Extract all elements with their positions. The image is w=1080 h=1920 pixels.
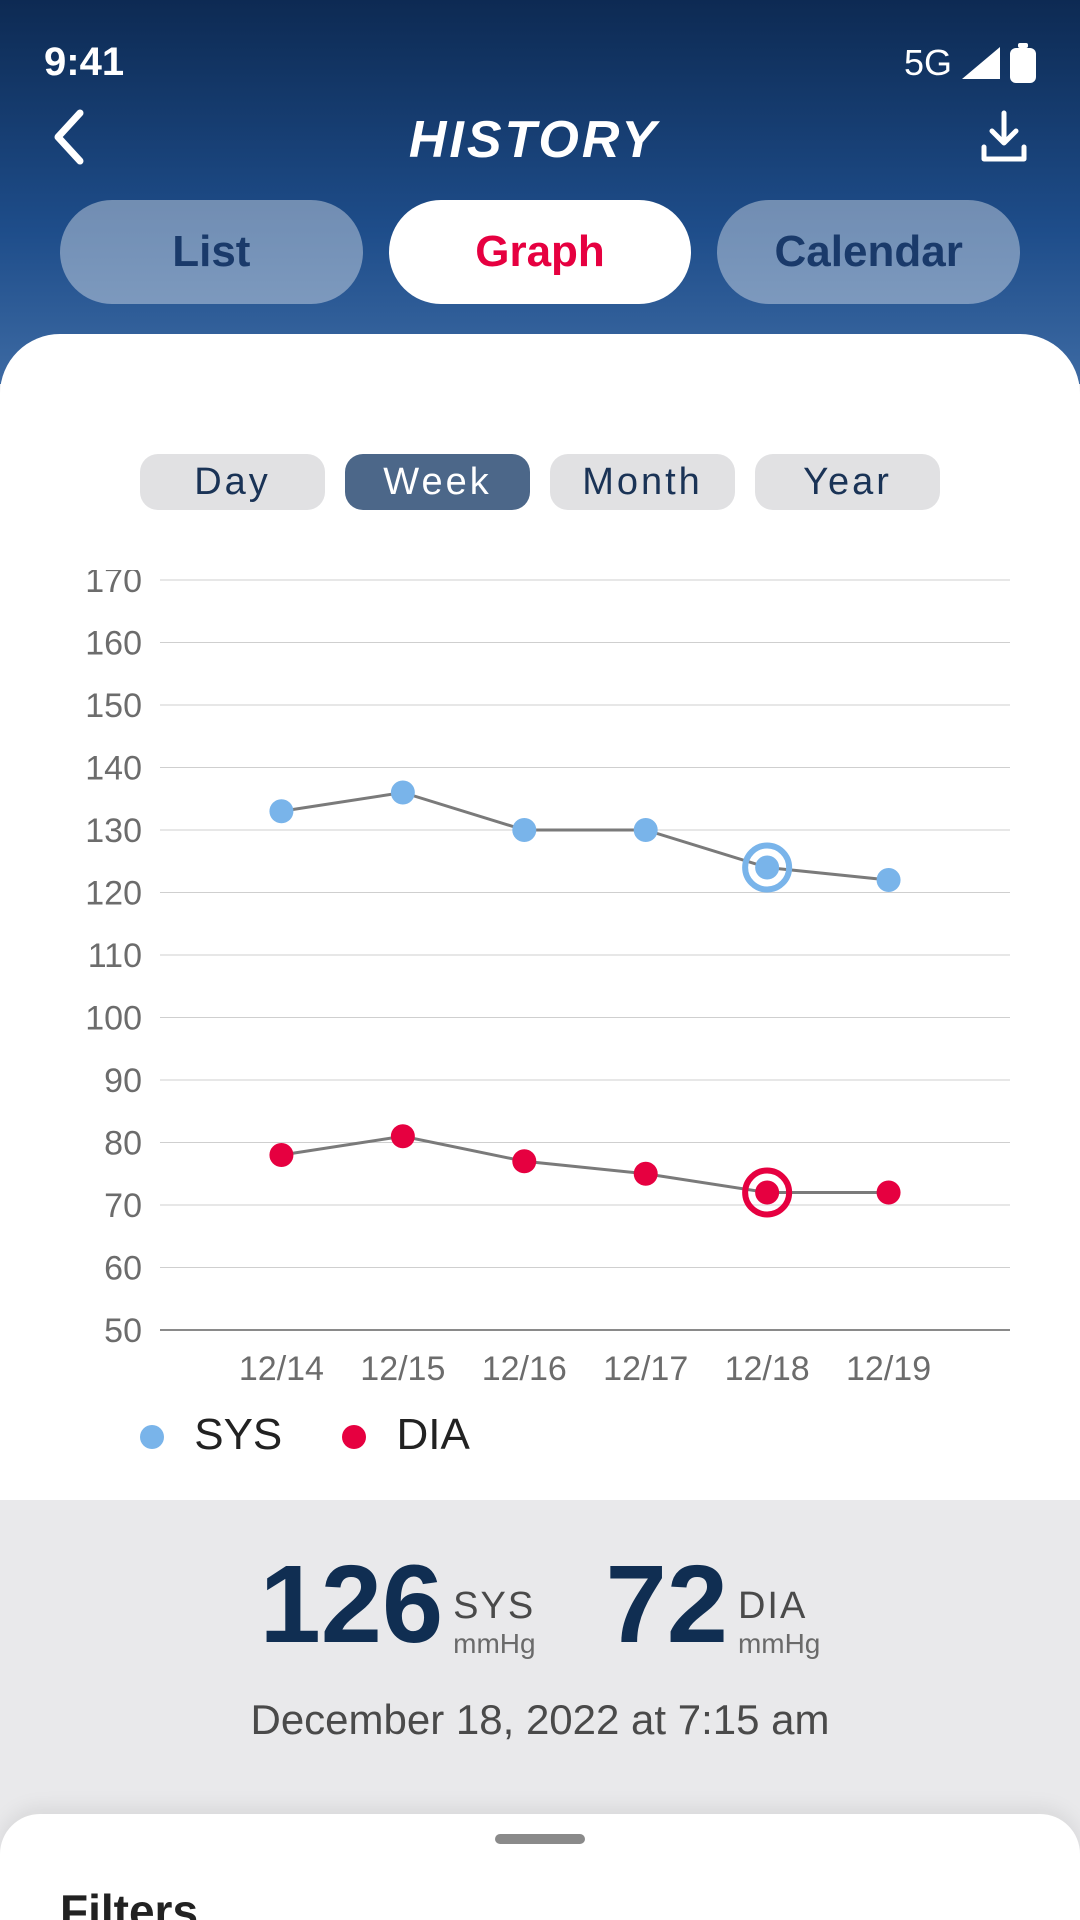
svg-text:130: 130 bbox=[85, 812, 142, 850]
svg-text:110: 110 bbox=[88, 937, 142, 975]
legend: SYS DIA bbox=[40, 1390, 1040, 1500]
svg-text:80: 80 bbox=[104, 1125, 142, 1163]
header: 9:41 5G HISTORY List Graph Calendar bbox=[0, 0, 1080, 384]
svg-text:12/14: 12/14 bbox=[239, 1350, 324, 1388]
legend-label-sys: SYS bbox=[194, 1410, 282, 1459]
filters-title: Filters bbox=[60, 1884, 1020, 1920]
svg-text:12/17: 12/17 bbox=[603, 1350, 688, 1388]
svg-text:12/16: 12/16 bbox=[482, 1350, 567, 1388]
view-btn-list[interactable]: List bbox=[60, 200, 363, 304]
network-label: 5G bbox=[904, 42, 952, 84]
page-title: HISTORY bbox=[90, 110, 978, 170]
download-button[interactable] bbox=[978, 109, 1030, 170]
summary-panel: 126 SYS mmHg 72 DIA mmHg December 18, 20… bbox=[0, 1500, 1080, 1804]
dia-unit: mmHg bbox=[738, 1628, 820, 1660]
svg-text:150: 150 bbox=[85, 687, 142, 725]
svg-text:140: 140 bbox=[85, 750, 142, 788]
svg-text:170: 170 bbox=[85, 570, 142, 600]
svg-text:120: 120 bbox=[85, 875, 142, 913]
range-btn-week[interactable]: Week bbox=[345, 454, 530, 510]
svg-text:70: 70 bbox=[104, 1187, 142, 1225]
status-right: 5G bbox=[904, 42, 1036, 84]
range-toggle: Day Week Month Year bbox=[40, 454, 1040, 570]
chart[interactable]: 170 160 150 140 130 120 110 100 90 80 70 60 50 12/14 1… bbox=[40, 570, 1040, 1390]
summary-date: December 18, 2022 at 7:15 am bbox=[250, 1696, 829, 1744]
signal-icon bbox=[962, 47, 1000, 79]
svg-text:50: 50 bbox=[104, 1312, 142, 1350]
svg-text:12/18: 12/18 bbox=[725, 1350, 810, 1388]
status-time: 9:41 bbox=[44, 40, 124, 85]
status-bar: 9:41 5G bbox=[0, 40, 1080, 109]
svg-text:160: 160 bbox=[85, 625, 142, 663]
range-btn-year[interactable]: Year bbox=[755, 454, 940, 510]
filters-panel[interactable]: Filters bbox=[0, 1814, 1080, 1920]
legend-dot-sys bbox=[140, 1425, 164, 1449]
battery-icon bbox=[1010, 43, 1036, 83]
sys-value: 126 bbox=[260, 1550, 444, 1660]
nav-row: HISTORY bbox=[0, 109, 1080, 200]
chevron-left-icon bbox=[50, 109, 90, 165]
drag-handle-icon[interactable] bbox=[495, 1834, 585, 1844]
legend-dot-dia bbox=[342, 1425, 366, 1449]
range-btn-month[interactable]: Month bbox=[550, 454, 735, 510]
view-btn-calendar[interactable]: Calendar bbox=[717, 200, 1020, 304]
legend-label-dia: DIA bbox=[397, 1410, 470, 1459]
sys-label: SYS bbox=[453, 1585, 535, 1628]
download-icon bbox=[978, 109, 1030, 165]
svg-text:60: 60 bbox=[104, 1250, 142, 1288]
back-button[interactable] bbox=[50, 109, 90, 170]
svg-text:12/19: 12/19 bbox=[846, 1350, 931, 1388]
svg-text:12/15: 12/15 bbox=[360, 1350, 445, 1388]
sys-unit: mmHg bbox=[453, 1628, 535, 1660]
legend-item-dia: DIA bbox=[342, 1410, 470, 1460]
legend-item-sys: SYS bbox=[140, 1410, 282, 1460]
view-btn-graph[interactable]: Graph bbox=[389, 200, 692, 304]
range-btn-day[interactable]: Day bbox=[140, 454, 325, 510]
dia-label: DIA bbox=[738, 1585, 807, 1628]
svg-text:100: 100 bbox=[85, 1000, 142, 1038]
dia-value: 72 bbox=[606, 1550, 728, 1660]
svg-text:90: 90 bbox=[104, 1062, 142, 1100]
chart-svg: 170 160 150 140 130 120 110 100 90 80 70 60 50 12/14 1… bbox=[50, 570, 1030, 1390]
content-card: Day Week Month Year 170 160 150 140 130 120 11… bbox=[0, 334, 1080, 1500]
summary-values: 126 SYS mmHg 72 DIA mmHg bbox=[260, 1550, 821, 1660]
